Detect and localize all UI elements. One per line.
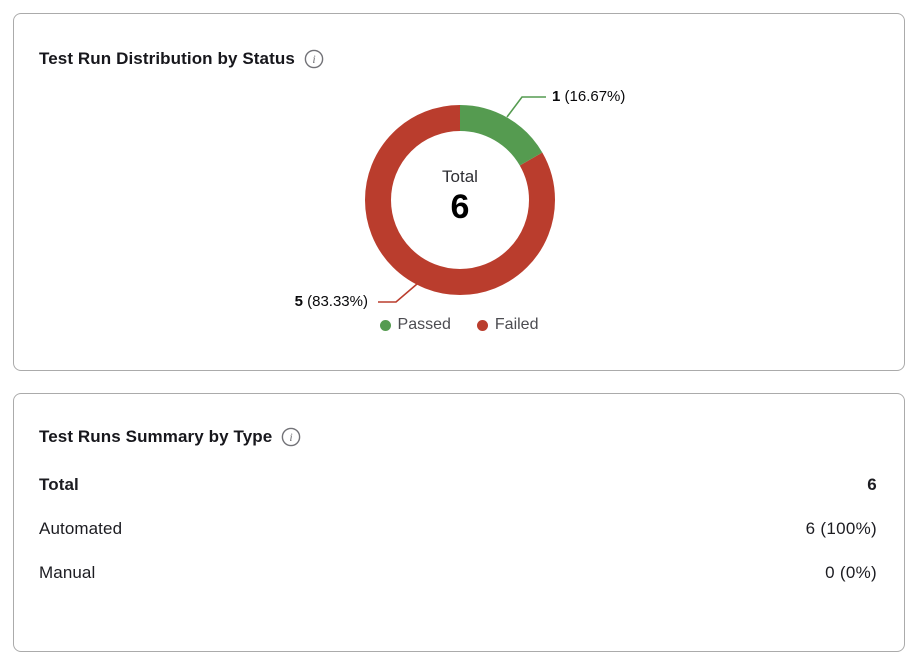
failed-legend-dot [476,319,488,331]
status-distribution-card: Test Run Distribution by Status i Total … [13,13,905,371]
passed-count: 1 [552,88,561,105]
status-card-header: Test Run Distribution by Status i [39,48,324,70]
svg-text:i: i [290,430,293,444]
summary-row-label: Automated [39,519,123,538]
legend-item-passed[interactable]: Passed [379,316,451,334]
summary-card-header: Test Runs Summary by Type i [39,426,877,448]
summary-card-title: Test Runs Summary by Type [39,427,273,446]
info-icon[interactable]: i [281,427,301,447]
passed-legend-dot [379,319,391,331]
failed-leader-line [378,283,418,303]
donut-segment-passed[interactable] [365,105,555,295]
passed-percent: (16.67%) [560,88,626,105]
summary-row-value: 0 (0%) [825,563,877,582]
summary-row-value: 6 (100%) [805,519,877,538]
summary-by-type-card: Test Runs Summary by Type i Total 6 Auto… [13,393,905,652]
svg-text:i: i [312,52,315,66]
chart-legend: Passed Failed [14,316,904,334]
donut-chart: Total 6 1 (16.67%) 5 (83.33%) Passed Fai… [14,14,904,370]
status-card-title: Test Run Distribution by Status [39,49,295,68]
failed-callout: 5 (83.33%) [295,292,368,312]
summary-row-automated: Automated 6 (100%) [39,507,877,551]
passed-legend-label: Passed [397,316,451,333]
summary-row-total: Total 6 [39,463,877,507]
failed-legend-label: Failed [494,316,539,333]
failed-percent: (83.33%) [302,293,368,310]
summary-row-label: Manual [39,563,96,582]
info-icon[interactable]: i [304,49,324,69]
legend-item-failed[interactable]: Failed [476,316,539,334]
passed-callout: 1 (16.67%) [552,87,625,107]
passed-leader-line [506,96,546,118]
failed-count: 5 [294,293,303,310]
summary-row-manual: Manual 0 (0%) [39,551,877,595]
summary-row-label: Total [39,475,79,494]
summary-row-value: 6 [867,475,877,494]
